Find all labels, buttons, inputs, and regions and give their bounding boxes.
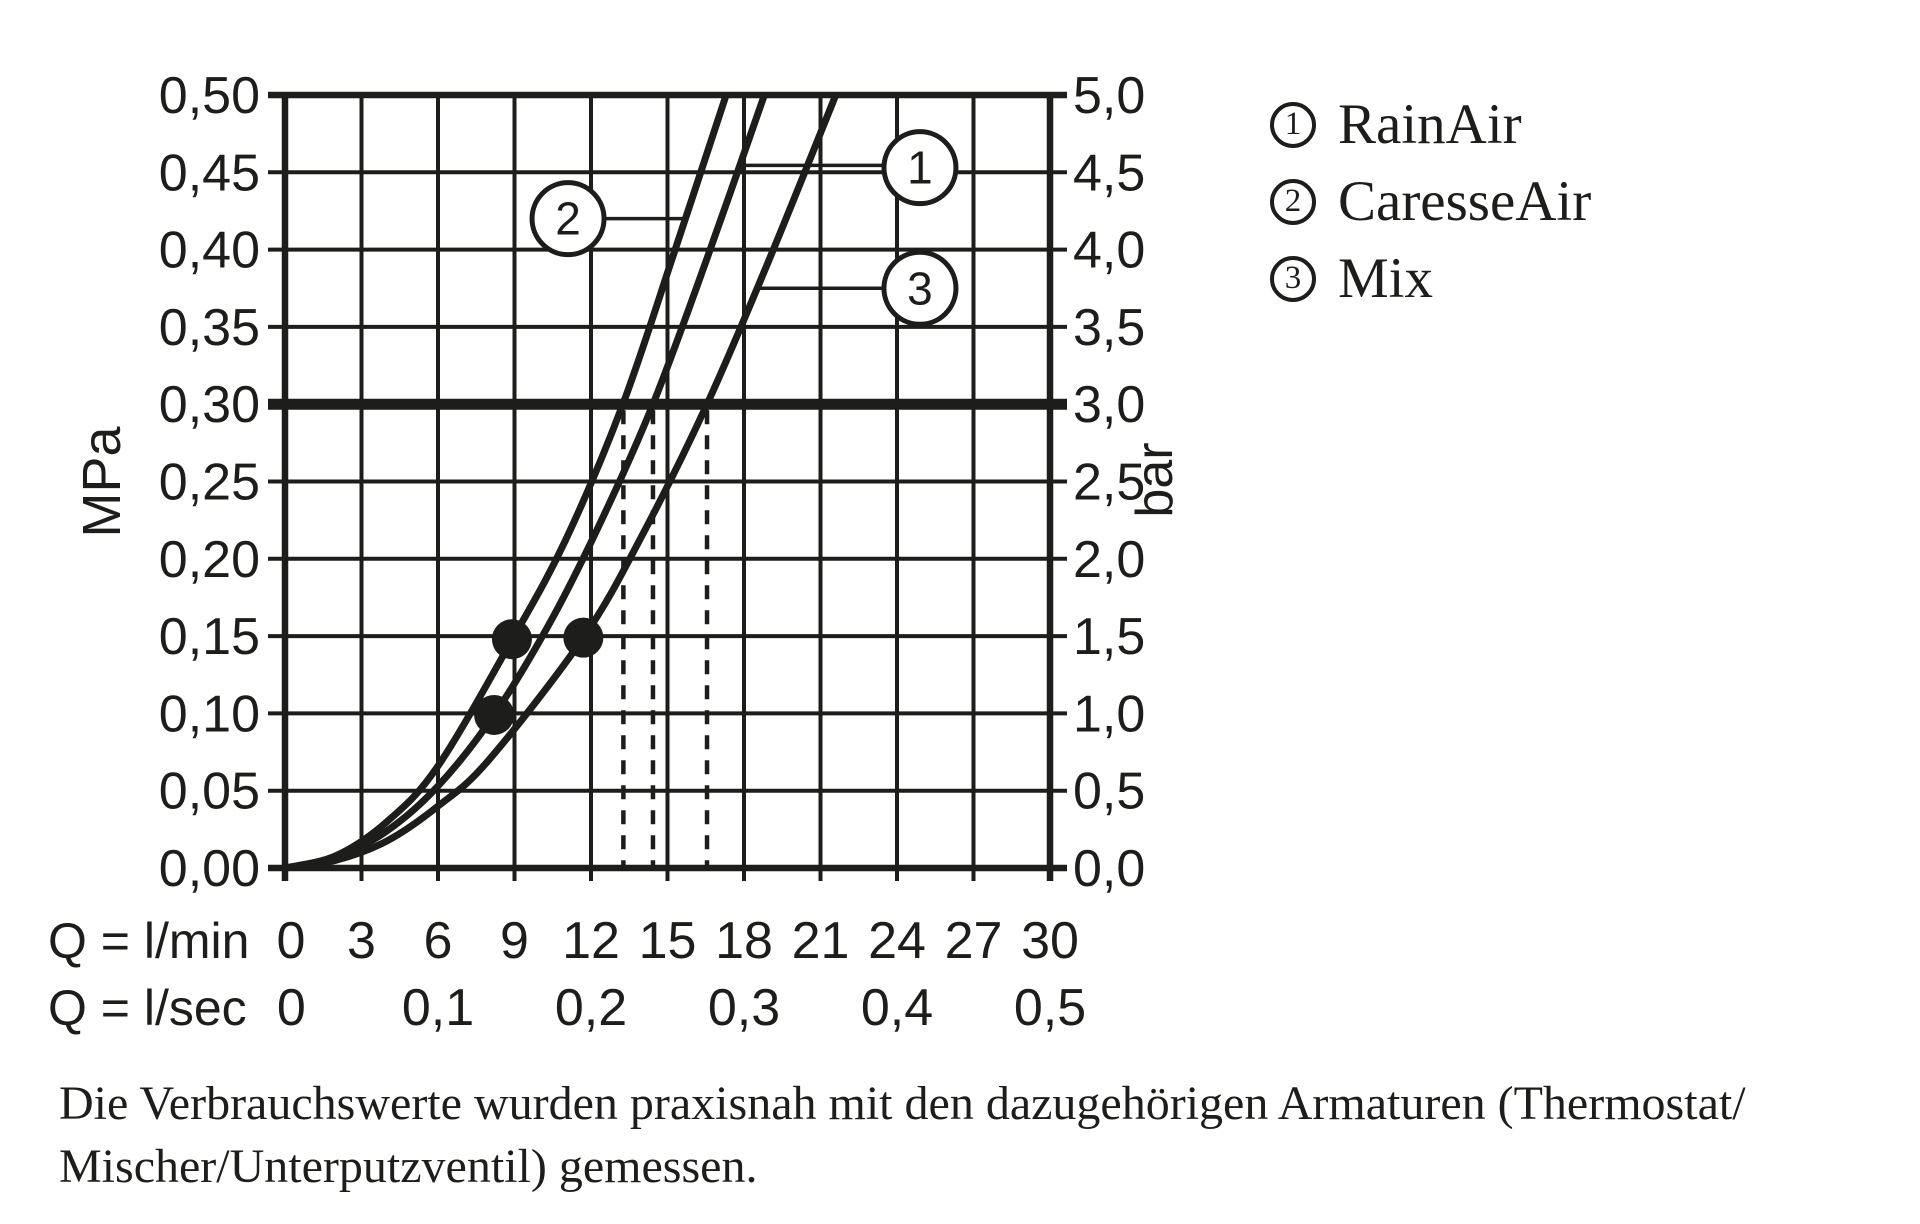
dashed-drop-lines bbox=[621, 410, 710, 868]
y-right-tick-label: 5,0 bbox=[1073, 67, 1145, 125]
x-lsec-tick-label: 0,1 bbox=[402, 979, 474, 1037]
x-lsec-tick-label: 0,3 bbox=[708, 979, 780, 1037]
y-left-tick-label: 0,05 bbox=[159, 763, 260, 821]
measured-point-dot bbox=[563, 617, 604, 658]
x-lmin-tick-label: 12 bbox=[562, 912, 620, 970]
footnote-line-1: Die Verbrauchswerte wurden praxisnah mit… bbox=[59, 1077, 1746, 1130]
y-left-tick-label: 0,10 bbox=[159, 685, 260, 743]
x-lsec-tick-label: 0,5 bbox=[1014, 979, 1086, 1037]
legend-label-caresseair: CaresseAir bbox=[1338, 170, 1592, 233]
legend-item-rainair: 1 RainAir bbox=[1270, 86, 1591, 163]
x-lmin-tick-label: 18 bbox=[715, 912, 773, 970]
x-lsec-tick-label: 0 bbox=[277, 979, 306, 1037]
y-left-tick-label: 0,35 bbox=[159, 299, 260, 357]
legend-label-rainair: RainAir bbox=[1338, 93, 1522, 156]
callout-number-1: 1 bbox=[907, 142, 933, 194]
y-right-tick-label: 3,0 bbox=[1073, 376, 1145, 434]
measured-point-dot bbox=[491, 619, 532, 660]
x-lmin-tick-label: 0 bbox=[277, 912, 306, 970]
x-axis-row1-label: Q = l/min bbox=[48, 913, 249, 969]
callout-circle-3 bbox=[881, 249, 959, 327]
x-lmin-tick-label: 6 bbox=[424, 912, 453, 970]
x-lmin-tick-label: 27 bbox=[945, 912, 1003, 970]
legend-marker-2-icon: 2 bbox=[1270, 178, 1316, 225]
x-lsec-tick-label: 0,2 bbox=[555, 979, 627, 1037]
legend-item-mix: 3 Mix bbox=[1270, 240, 1591, 317]
y-left-tick-label: 0,25 bbox=[159, 454, 260, 512]
callout-circle-2 bbox=[529, 180, 607, 258]
x-lmin-tick-label: 24 bbox=[868, 912, 926, 970]
y-right-unit-label: bar bbox=[1126, 442, 1184, 517]
y-left-tick-label: 0,40 bbox=[159, 222, 260, 280]
x-lmin-tick-label: 21 bbox=[792, 912, 850, 970]
y-left-tick-label: 0,30 bbox=[159, 376, 260, 434]
legend-label-mix: Mix bbox=[1338, 247, 1434, 310]
callout-number-2: 2 bbox=[555, 193, 581, 245]
legend-marker-3-icon: 3 bbox=[1270, 255, 1316, 302]
y-right-tick-label: 4,0 bbox=[1073, 222, 1145, 280]
x-lmin-tick-label: 30 bbox=[1021, 912, 1079, 970]
curve-rainair bbox=[282, 92, 768, 871]
x-lmin-tick-label: 3 bbox=[347, 912, 376, 970]
y-right-tick-label: 4,5 bbox=[1073, 144, 1145, 202]
x-axis-row2-label: Q = l/sec bbox=[48, 980, 247, 1036]
curve-caresseair bbox=[282, 92, 730, 871]
y-right-tick-label: 1,5 bbox=[1073, 608, 1145, 666]
y-left-tick-label: 0,45 bbox=[159, 144, 260, 202]
y-right-tick-label: 2,0 bbox=[1073, 531, 1145, 589]
callout-number-3: 3 bbox=[907, 262, 933, 314]
y-left-tick-label: 0,00 bbox=[159, 840, 260, 898]
y-right-tick-label: 3,5 bbox=[1073, 299, 1145, 357]
y-left-tick-label: 0,50 bbox=[159, 67, 260, 125]
callout-circle-1 bbox=[881, 129, 959, 207]
y-right-tick-label: 2,5 bbox=[1073, 454, 1145, 512]
y-left-unit-label: MPa bbox=[72, 426, 132, 538]
legend-marker-1-icon: 1 bbox=[1270, 101, 1316, 148]
y-right-tick-label: 0,0 bbox=[1073, 840, 1145, 898]
x-lmin-tick-label: 15 bbox=[639, 912, 697, 970]
legend-item-caresseair: 2 CaresseAir bbox=[1270, 163, 1591, 240]
footnote: Die Verbrauchswerte wurden praxisnah mit… bbox=[59, 1072, 1759, 1198]
x-lmin-tick-label: 9 bbox=[500, 912, 529, 970]
y-right-tick-label: 1,0 bbox=[1073, 685, 1145, 743]
y-left-tick-label: 0,20 bbox=[159, 531, 260, 589]
y-right-tick-label: 0,5 bbox=[1073, 763, 1145, 821]
x-lsec-tick-label: 0,4 bbox=[861, 979, 933, 1037]
legend: 1 RainAir 2 CaresseAir 3 Mix bbox=[1270, 86, 1591, 317]
measured-point-dot bbox=[474, 694, 515, 735]
y-left-tick-label: 0,15 bbox=[159, 608, 260, 666]
footnote-line-2: Mischer/Unterputzventil) gemessen. bbox=[59, 1140, 758, 1193]
